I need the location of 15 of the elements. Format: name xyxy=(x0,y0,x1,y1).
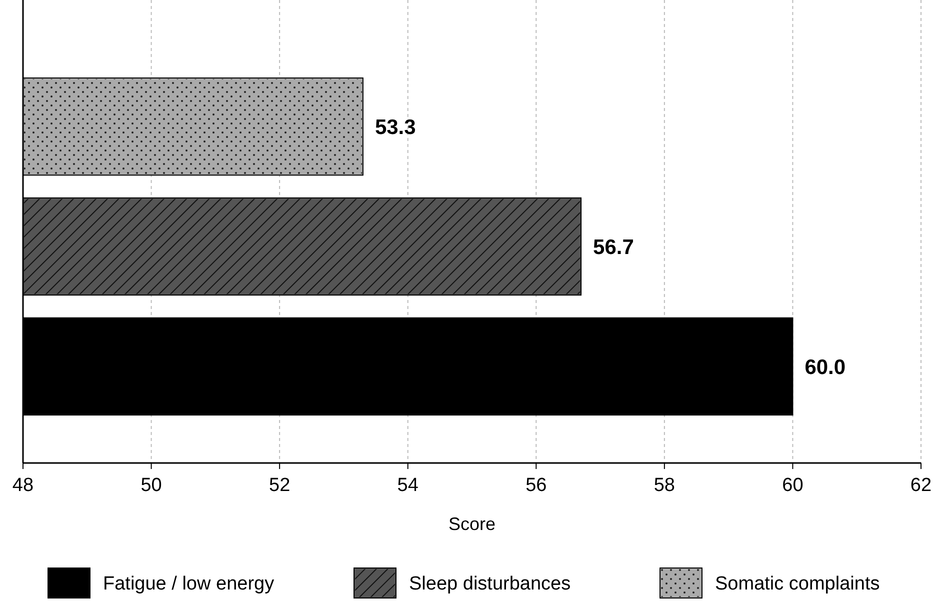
legend-label: Sleep disturbances xyxy=(409,574,571,595)
legend-label: Fatigue / low energy xyxy=(103,574,275,595)
x-tick-label: 50 xyxy=(140,475,162,496)
x-axis-title: Score xyxy=(448,514,496,534)
legend-label: Somatic complaints xyxy=(715,574,880,595)
x-tick-label: 48 xyxy=(12,475,34,496)
data-label: 53.3 xyxy=(374,116,416,139)
x-tick-label: 56 xyxy=(526,475,547,496)
x-tick-label: 60 xyxy=(782,475,804,496)
data-label: 56.7 xyxy=(593,236,634,259)
x-tick-label: 62 xyxy=(910,475,932,496)
x-tick-label: 52 xyxy=(269,475,290,496)
data-label: 60.0 xyxy=(804,356,846,379)
x-tick-label: 58 xyxy=(654,475,675,496)
x-tick-label: 54 xyxy=(397,475,419,496)
